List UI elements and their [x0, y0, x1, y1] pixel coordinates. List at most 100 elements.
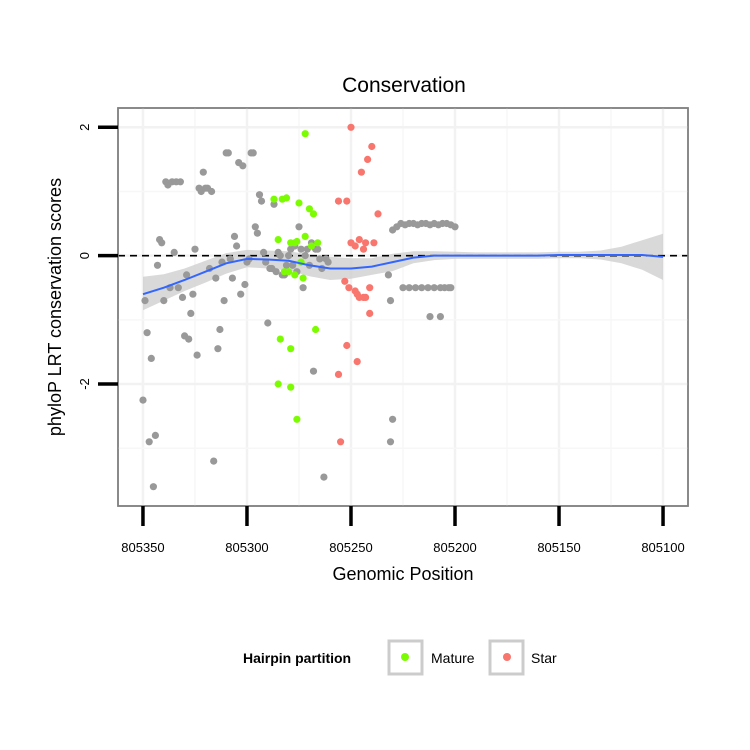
point-other — [178, 293, 187, 301]
point-other — [257, 197, 266, 205]
point-star — [343, 197, 351, 205]
x-tick-label: 805150 — [537, 540, 580, 555]
point-mature — [291, 271, 299, 279]
point-other — [151, 431, 159, 439]
legend: Hairpin partition Mature Star — [243, 639, 557, 676]
point-other — [214, 345, 222, 353]
point-star — [366, 309, 374, 317]
point-other — [241, 280, 249, 289]
point-other — [316, 255, 324, 263]
point-other — [239, 162, 247, 170]
point-other — [285, 252, 293, 260]
point-other — [255, 191, 264, 199]
point-mature — [287, 345, 295, 353]
point-other — [210, 457, 218, 465]
point-other — [426, 313, 434, 321]
point-other — [216, 325, 224, 334]
chart-title: Conservation — [342, 74, 466, 97]
plot-frame — [117, 107, 689, 507]
point-other — [295, 223, 303, 231]
point-mature — [274, 380, 282, 388]
point-other — [418, 284, 426, 292]
x-tick-label: 805250 — [329, 540, 372, 555]
point-star — [345, 284, 353, 292]
y-axis: -2 0 2 — [77, 124, 118, 390]
point-other — [264, 319, 272, 327]
point-other — [411, 284, 420, 292]
point-other — [251, 223, 259, 231]
point-star — [334, 370, 343, 378]
point-mature — [312, 325, 320, 334]
point-other — [276, 252, 284, 260]
point-other — [289, 261, 297, 269]
point-mature — [282, 194, 291, 202]
point-star — [347, 123, 355, 131]
point-other — [430, 284, 438, 292]
point-mature — [299, 274, 307, 282]
point-star — [341, 277, 349, 285]
point-other — [384, 271, 392, 279]
point-other — [183, 271, 191, 279]
point-star — [357, 168, 365, 176]
point-other — [436, 313, 444, 321]
confidence-ribbon — [143, 233, 663, 311]
point-star — [370, 239, 378, 247]
point-other — [237, 290, 245, 298]
point-star — [337, 438, 345, 446]
point-other — [170, 248, 178, 256]
legend-label-star: Star — [531, 650, 557, 666]
point-other — [447, 284, 455, 292]
y-tick-label: 0 — [77, 252, 92, 259]
point-mature — [270, 195, 278, 203]
point-mature — [274, 236, 282, 244]
point-star — [334, 197, 343, 205]
point-mature — [293, 415, 301, 423]
point-star — [351, 242, 359, 250]
point-other — [193, 351, 201, 359]
point-star — [364, 155, 372, 163]
point-star — [343, 341, 351, 350]
point-other — [299, 284, 307, 292]
data-points — [139, 123, 459, 491]
smooth-line — [142, 254, 664, 296]
point-other — [199, 168, 207, 176]
point-other — [212, 274, 220, 282]
point-mature — [301, 130, 309, 138]
point-other — [386, 438, 395, 446]
y-tick-label: 2 — [77, 124, 92, 131]
x-tick-label: 805300 — [225, 540, 268, 555]
point-star — [366, 284, 374, 292]
point-other — [320, 473, 328, 481]
point-other — [399, 284, 407, 292]
point-star — [368, 142, 376, 151]
point-other — [389, 415, 397, 423]
point-other — [147, 354, 155, 362]
point-mature — [307, 242, 316, 250]
point-other — [145, 438, 153, 446]
point-other — [226, 255, 234, 263]
point-other — [424, 284, 432, 292]
point-other — [187, 309, 195, 317]
ribbon-area — [143, 233, 663, 311]
point-other — [270, 200, 278, 208]
point-other — [185, 335, 193, 343]
point-other — [314, 245, 322, 253]
x-axis: 805350 805300 805250 805200 805150 805100 — [121, 506, 685, 555]
x-axis-label: Genomic Position — [332, 564, 473, 584]
y-tick-label: -2 — [77, 378, 92, 390]
point-mature — [309, 210, 318, 218]
x-tick-label: 805200 — [433, 540, 476, 555]
point-other — [191, 245, 199, 253]
legend-star-dot — [503, 653, 511, 661]
point-other — [228, 274, 236, 282]
point-other — [233, 242, 241, 250]
x-tick-label: 805350 — [121, 540, 164, 555]
point-other — [386, 297, 395, 305]
point-other — [230, 232, 239, 240]
point-other — [249, 149, 257, 157]
point-mature — [287, 383, 295, 391]
x-tick-label: 805100 — [641, 540, 684, 555]
point-other — [451, 223, 459, 231]
point-other — [176, 178, 184, 186]
